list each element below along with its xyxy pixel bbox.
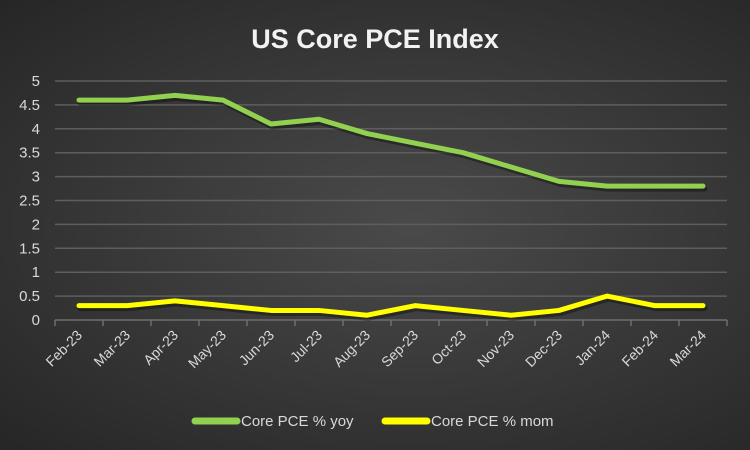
y-tick-label: 1 — [32, 264, 40, 281]
x-tick-label: Apr-23 — [140, 327, 181, 368]
x-tick-label: Nov-23 — [474, 327, 517, 370]
y-tick-label: 0 — [32, 312, 40, 329]
x-tick-label: Oct-23 — [428, 327, 469, 368]
y-tick-label: 0.5 — [19, 288, 40, 305]
x-tick-label: Mar-23 — [90, 327, 133, 370]
legend-item-yoy: Core PCE % yoy — [191, 413, 354, 430]
x-tick-label: Jul-23 — [287, 327, 325, 365]
chart-title: US Core PCE Index — [251, 24, 499, 54]
x-tick-label: Dec-23 — [522, 327, 565, 370]
gridlines — [55, 80, 727, 297]
x-tick-label: Mar-24 — [666, 327, 709, 370]
x-axis: Feb-23 Mar-23 Apr-23 May-23 Jun-23 Jul-23 Aug-… — [42, 319, 728, 371]
legend: Core PCE % yoy Core PCE % mom — [191, 413, 554, 430]
y-tick-label: 3 — [32, 169, 40, 186]
series-shadow — [77, 94, 708, 192]
y-tick-label: 4.5 — [19, 97, 40, 114]
y-tick-label: 4 — [32, 121, 40, 138]
series-line-yoy — [76, 92, 706, 189]
x-tick-label: Jun-23 — [236, 327, 278, 369]
x-tick-label: Sep-23 — [378, 327, 421, 370]
y-tick-label: 1.5 — [19, 240, 40, 257]
x-tick-label: Jan-24 — [572, 327, 614, 369]
x-tick-label: Feb-24 — [618, 327, 661, 370]
legend-label: Core PCE % yoy — [241, 413, 354, 430]
y-tick-label: 5 — [32, 73, 40, 90]
series-line-mom — [76, 293, 706, 318]
x-tick-label: Feb-23 — [42, 327, 85, 370]
y-tick-label: 2 — [32, 216, 40, 233]
y-tick-label: 3.5 — [19, 145, 40, 162]
y-tick-label: 2.5 — [19, 193, 40, 210]
x-tick-label: May-23 — [185, 327, 229, 371]
legend-label: Core PCE % mom — [431, 413, 554, 430]
series-lines — [76, 92, 708, 321]
x-tick-label: Aug-23 — [330, 327, 373, 370]
y-axis: 0 0.5 1 1.5 2 2.5 3 3.5 4 4.5 5 — [19, 73, 40, 329]
legend-item-mom: Core PCE % mom — [381, 413, 554, 430]
